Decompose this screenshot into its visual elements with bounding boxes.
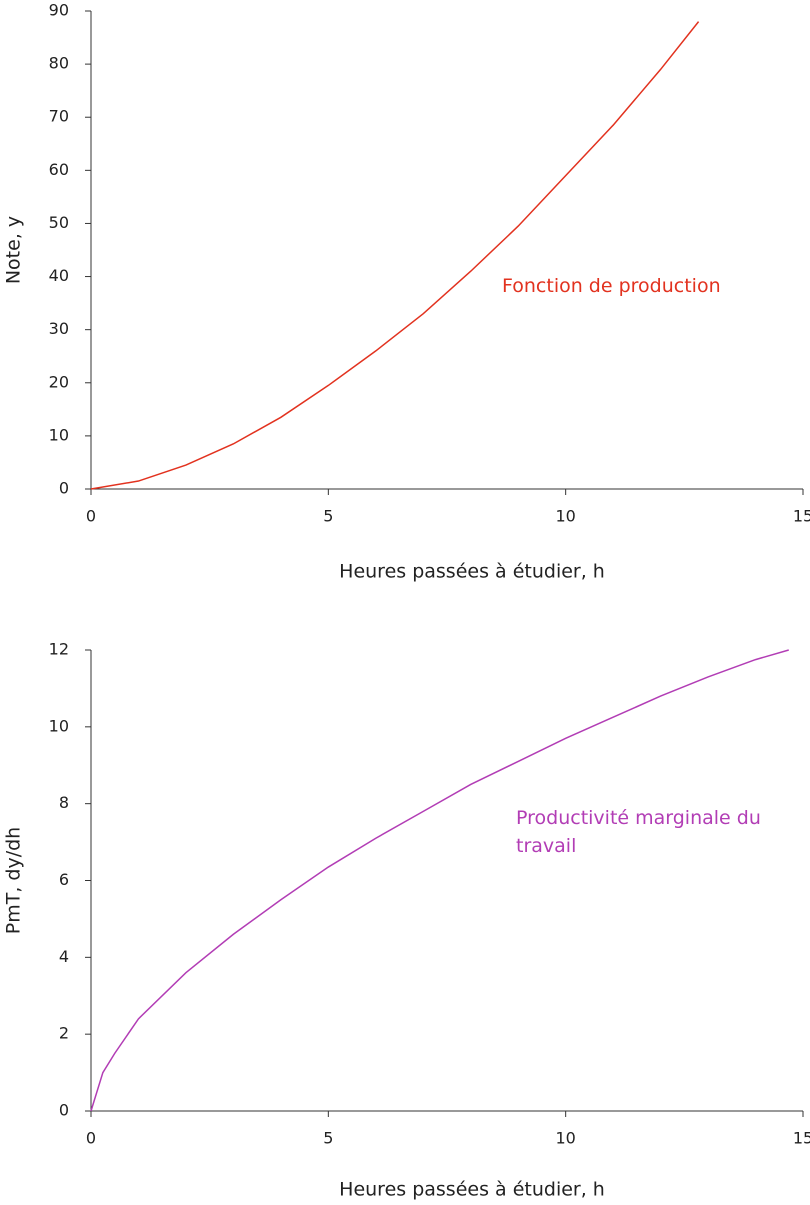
y-tick-label: 30 [49, 319, 69, 338]
x-tick-label: 15 [793, 507, 810, 526]
y-tick-label: 80 [49, 54, 69, 73]
series-annotation: Productivité marginale du travail [516, 807, 761, 857]
series-annotation: Fonction de production [502, 275, 721, 297]
x-axis-label: Heures passées à étudier, h [339, 1179, 605, 1201]
y-tick-label: 10 [49, 716, 69, 735]
x-tick-label: 5 [323, 507, 333, 526]
x-tick-label: 10 [555, 1129, 575, 1148]
y-tick-label: 50 [49, 213, 69, 232]
x-tick-label: 10 [555, 507, 575, 526]
line [90, 21, 700, 490]
y-tick-label: 20 [49, 372, 69, 391]
y-tick-label: 12 [49, 640, 69, 659]
y-axis-label: PmT, dy/dh [3, 827, 25, 934]
x-tick-label: 5 [323, 1129, 333, 1148]
x-tick-label: 0 [86, 1129, 96, 1148]
y-tick-label: 10 [49, 425, 69, 444]
y-tick-label: 0 [59, 479, 69, 498]
y-tick-label: 8 [59, 793, 69, 812]
y-tick-label: 6 [59, 870, 69, 889]
x-tick-label: 15 [793, 1129, 810, 1148]
x-axis-label: Heures passées à étudier, h [339, 561, 605, 583]
y-tick-label: 70 [49, 107, 69, 126]
y-tick-label: 4 [59, 947, 69, 966]
y-tick-label: 60 [49, 160, 69, 179]
y-tick-label: 0 [59, 1101, 69, 1120]
y-tick-label: 40 [49, 266, 69, 285]
y-tick-label: 90 [49, 1, 69, 20]
y-axis-label: Note, y [3, 216, 25, 284]
line [90, 649, 789, 1112]
x-tick-label: 0 [86, 507, 96, 526]
y-tick-label: 2 [59, 1024, 69, 1043]
